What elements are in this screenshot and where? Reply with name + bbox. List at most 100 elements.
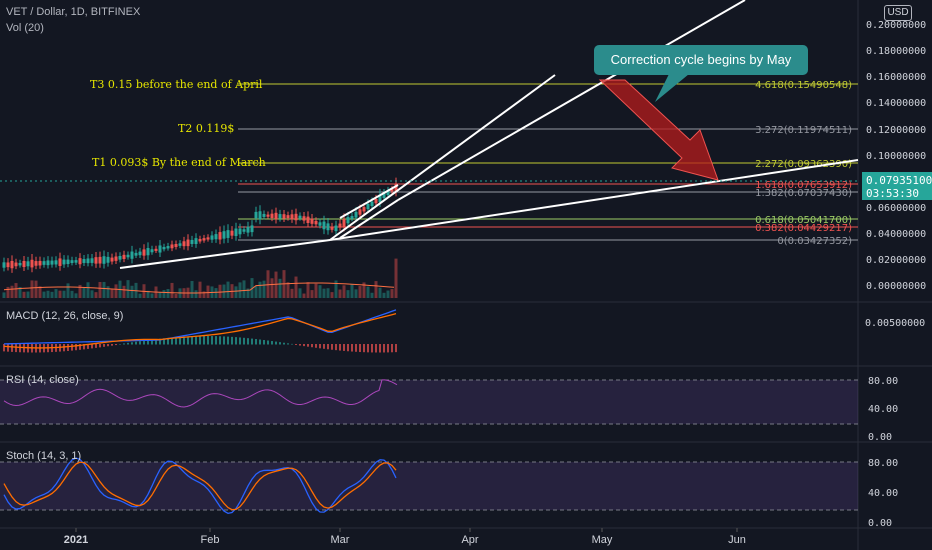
candle-body [54,260,58,265]
fib-level-label: 4.618(0.15490548) [755,80,852,91]
volume-bar [394,258,398,298]
candle-body [162,246,166,250]
volume-bar [102,281,106,298]
price-tick-label: 0.06000000 [866,203,926,214]
macd-histogram-bar [179,336,181,345]
volume-bar [382,292,386,298]
macd-histogram-bar [267,340,269,345]
candle-body [130,251,134,259]
callout-pointer-icon [655,74,689,102]
volume-bar [146,290,150,298]
volume-bar [10,285,14,298]
annotation-t2[interactable]: T2 0.119$ [178,122,234,135]
candle-body [110,257,114,262]
candle-body [78,258,82,265]
macd-histogram-bar [123,343,125,345]
candle-body [94,257,98,264]
candle-body [118,255,122,260]
volume-label[interactable]: Vol (20) [6,22,44,34]
candle-body [238,228,242,235]
annotation-t3[interactable]: T3 0.15 before the end of April [90,78,263,91]
macd-histogram-bar [351,344,353,352]
annotation-t1[interactable]: T1 0.093$ By the end of March [92,156,266,169]
trend-line-lower[interactable] [119,239,331,269]
correction-arrow-icon[interactable] [598,79,719,181]
candle-body [18,262,22,266]
volume-bar [86,282,90,298]
volume-bar [322,288,326,298]
macd-histogram-bar [359,344,361,353]
volume-ma-line [3,282,395,294]
candle-body [26,261,30,267]
price-tick-label: 0.16000000 [866,72,926,83]
candle-body [230,230,234,236]
candle-body [62,259,66,265]
trend-line-wedge-top[interactable] [339,184,399,219]
macd-histogram-bar [211,336,213,345]
candle-body [6,262,10,268]
macd-line [3,309,397,345]
macd-histogram-bar [327,344,329,350]
callout-box[interactable]: Correction cycle begins by May [594,45,808,75]
trend-lines[interactable] [119,0,859,269]
volume-bar [318,285,322,298]
volume-bar [110,288,114,298]
volume-bar [50,291,54,298]
currency-button[interactable]: USD [884,5,912,21]
macd-histogram-bar [315,344,317,348]
candle-body [194,238,198,244]
volume-bar [346,290,350,298]
candle-body [278,214,282,219]
current-price-tag: 0.07935100 03:53:30 [862,172,932,200]
candle-body [390,189,394,192]
volume-bar [38,286,42,298]
macd-histogram-bar [287,343,289,345]
bar-countdown: 03:53:30 [866,187,919,200]
volume-bar [190,280,194,298]
candle-body [262,213,266,217]
candlestick-series [2,177,398,273]
time-axis[interactable]: 2021 Feb Mar Apr May Jun [64,528,746,546]
fibonacci-levels[interactable]: 4.618(0.15490548) 3.272(0.11974511) 2.272(… [238,80,858,247]
rsi-pane[interactable]: 80.00 40.00 0.00 [0,376,898,443]
macd-histogram-bar [187,336,189,345]
candle-body [306,216,310,223]
candle-body [226,230,230,238]
trend-line-wedge-bottom[interactable] [339,199,399,239]
volume-bar [338,289,342,298]
trend-line-channel-upper[interactable] [329,74,556,241]
volume-bar [286,282,290,298]
volume-bar [54,289,58,298]
volume-bar [194,290,198,298]
candle-body [382,193,386,199]
macd-histogram-bar [147,340,149,345]
trend-line-support[interactable] [329,159,859,241]
fib-level-label: 2.272(0.09362390) [755,159,852,170]
volume-bar [222,284,226,298]
rsi-label[interactable]: RSI (14, close) [6,374,79,386]
macd-histogram-bar [75,344,77,351]
macd-pane[interactable] [3,309,397,353]
trend-line-channel-outer[interactable] [397,0,746,201]
macd-histogram-bar [79,344,81,350]
macd-histogram-bar [107,344,109,347]
macd-histogram-bar [91,344,93,349]
macd-histogram-bar [279,342,281,345]
macd-histogram-bar [163,338,165,345]
volume-bar [254,285,258,298]
macd-label[interactable]: MACD (12, 26, close, 9) [6,310,123,322]
price-axis[interactable]: 0.20000000 0.18000000 0.16000000 0.14000000… [866,20,926,292]
candle-body [66,259,70,265]
stoch-label[interactable]: Stoch (14, 3, 1) [6,450,81,462]
time-tick-label: Jun [728,534,746,546]
macd-histogram-bar [175,337,177,345]
volume-bar [350,284,354,298]
candle-body [134,252,138,256]
volume-bar [90,290,94,298]
symbol-title[interactable]: VET / Dollar, 1D, BITFINEX [6,6,141,18]
volume-bar [122,285,126,298]
candle-body [82,259,86,263]
stoch-pane[interactable]: 80.00 40.00 0.00 [0,457,898,529]
macd-histogram-bar [335,344,337,351]
